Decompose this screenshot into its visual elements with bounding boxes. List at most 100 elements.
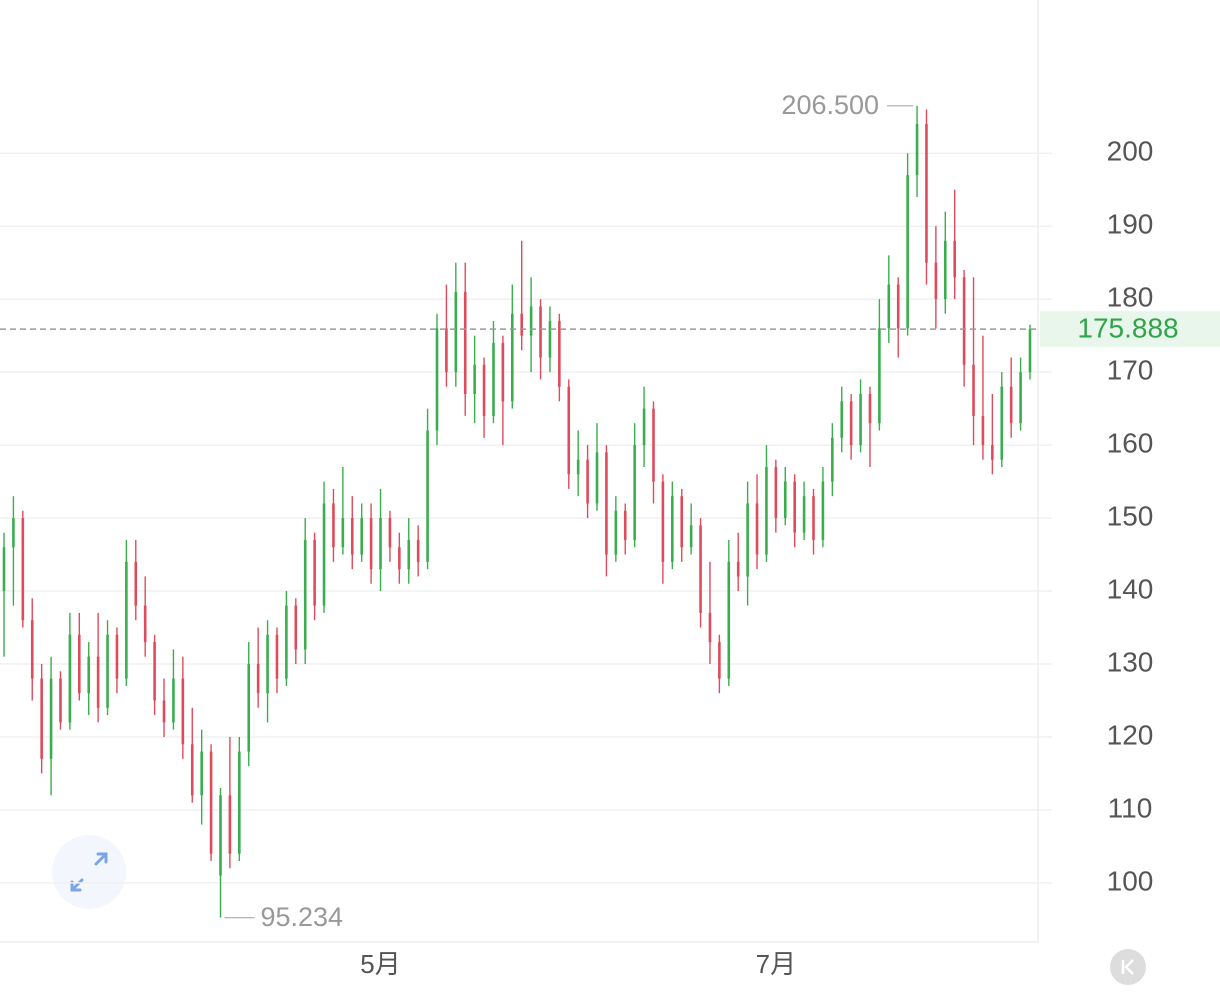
candle-body: [943, 240, 947, 300]
candle-body: [783, 481, 787, 519]
expand-icon: [70, 852, 108, 892]
candle-body: [699, 525, 702, 613]
candle-body: [322, 503, 326, 606]
candle-body: [548, 321, 552, 358]
candle-body: [567, 386, 571, 475]
candle-body: [972, 364, 975, 416]
collapse-icon: [1121, 959, 1134, 975]
candle-body: [228, 795, 232, 854]
last-price-label: 175.888: [1077, 313, 1178, 344]
candle-body: [1019, 372, 1022, 424]
candle-body: [454, 291, 458, 373]
y-tick-label: 160: [1107, 427, 1154, 458]
candle-body: [379, 518, 382, 570]
candle-body: [840, 401, 844, 438]
candle-body: [153, 642, 156, 701]
candle-body: [981, 415, 985, 446]
candle-body: [633, 445, 636, 540]
y-tick-label: 150: [1107, 500, 1154, 531]
expand-button[interactable]: [52, 835, 126, 909]
candle-body: [558, 321, 561, 387]
candle-body: [68, 634, 72, 723]
candle-body: [482, 364, 486, 416]
candle-body: [831, 437, 834, 482]
candle-body: [680, 496, 684, 548]
candle-body: [821, 481, 825, 540]
candle-body: [313, 539, 316, 606]
candle-body: [125, 561, 128, 679]
candle-body: [868, 394, 872, 424]
y-tick-label: 120: [1107, 719, 1154, 750]
candle-body: [605, 452, 608, 555]
candle-body: [896, 284, 900, 329]
collapse-button[interactable]: [1110, 949, 1146, 985]
y-tick-label: 190: [1107, 209, 1154, 240]
candle-body: [21, 518, 25, 621]
candle-body: [398, 547, 401, 570]
candle-body: [746, 503, 749, 577]
candle-body: [661, 481, 665, 562]
candle-body: [539, 306, 542, 358]
candle-body: [812, 496, 815, 540]
candle-body: [887, 284, 891, 329]
candle-body: [755, 503, 759, 555]
candle-body: [1028, 329, 1032, 373]
candle-body: [134, 561, 138, 606]
candle-body: [219, 795, 222, 876]
candle-body: [689, 525, 693, 548]
candle-body: [991, 445, 994, 460]
candle-body: [642, 408, 646, 446]
candle-body: [172, 678, 175, 723]
y-tick-label: 140: [1107, 573, 1154, 604]
candle-body: [256, 663, 260, 694]
candle-body: [463, 291, 467, 395]
candle-body: [510, 313, 514, 402]
candle-body: [360, 518, 363, 555]
candle-body: [350, 518, 354, 555]
button-bg: [1110, 949, 1146, 985]
max-label: 206.500: [781, 90, 879, 120]
candle-body: [473, 364, 476, 395]
candle-body: [953, 240, 956, 278]
candle-body: [407, 539, 411, 570]
y-tick-label: 200: [1107, 136, 1154, 167]
candle-body: [87, 656, 91, 694]
candle-body: [849, 401, 853, 446]
candle-body: [238, 751, 241, 854]
candle-body: [209, 751, 213, 854]
candle-body: [623, 510, 627, 540]
candle-body: [426, 430, 429, 562]
candle-body: [78, 634, 81, 694]
candle-body: [12, 518, 15, 548]
candle-body: [925, 124, 928, 263]
candle-body: [520, 313, 524, 336]
candle-body: [115, 634, 119, 679]
candle-body: [492, 342, 495, 416]
candle-body: [1000, 386, 1004, 460]
candle-body: [2, 547, 6, 592]
candle-body: [529, 306, 533, 336]
candle-body: [962, 277, 966, 365]
x-tick-label: 5月: [360, 949, 400, 979]
button-bg: [52, 835, 126, 909]
candle-body: [501, 342, 505, 402]
candle-body: [878, 328, 881, 424]
candle-body: [369, 518, 373, 570]
candle-body: [671, 496, 674, 562]
candle-body: [332, 503, 335, 548]
candle-body: [285, 605, 288, 679]
candle-body: [96, 656, 100, 708]
candle-body: [275, 634, 279, 679]
candle-body: [727, 561, 731, 679]
candle-body: [200, 751, 203, 796]
candle-body: [435, 328, 439, 431]
candle-body: [765, 466, 768, 555]
candle-body: [774, 466, 778, 519]
candle-body: [708, 612, 712, 643]
candle-body: [266, 634, 269, 694]
candle-body: [247, 663, 251, 752]
candle-body: [445, 328, 448, 373]
candle-body: [30, 620, 34, 679]
candle-body: [934, 262, 938, 300]
